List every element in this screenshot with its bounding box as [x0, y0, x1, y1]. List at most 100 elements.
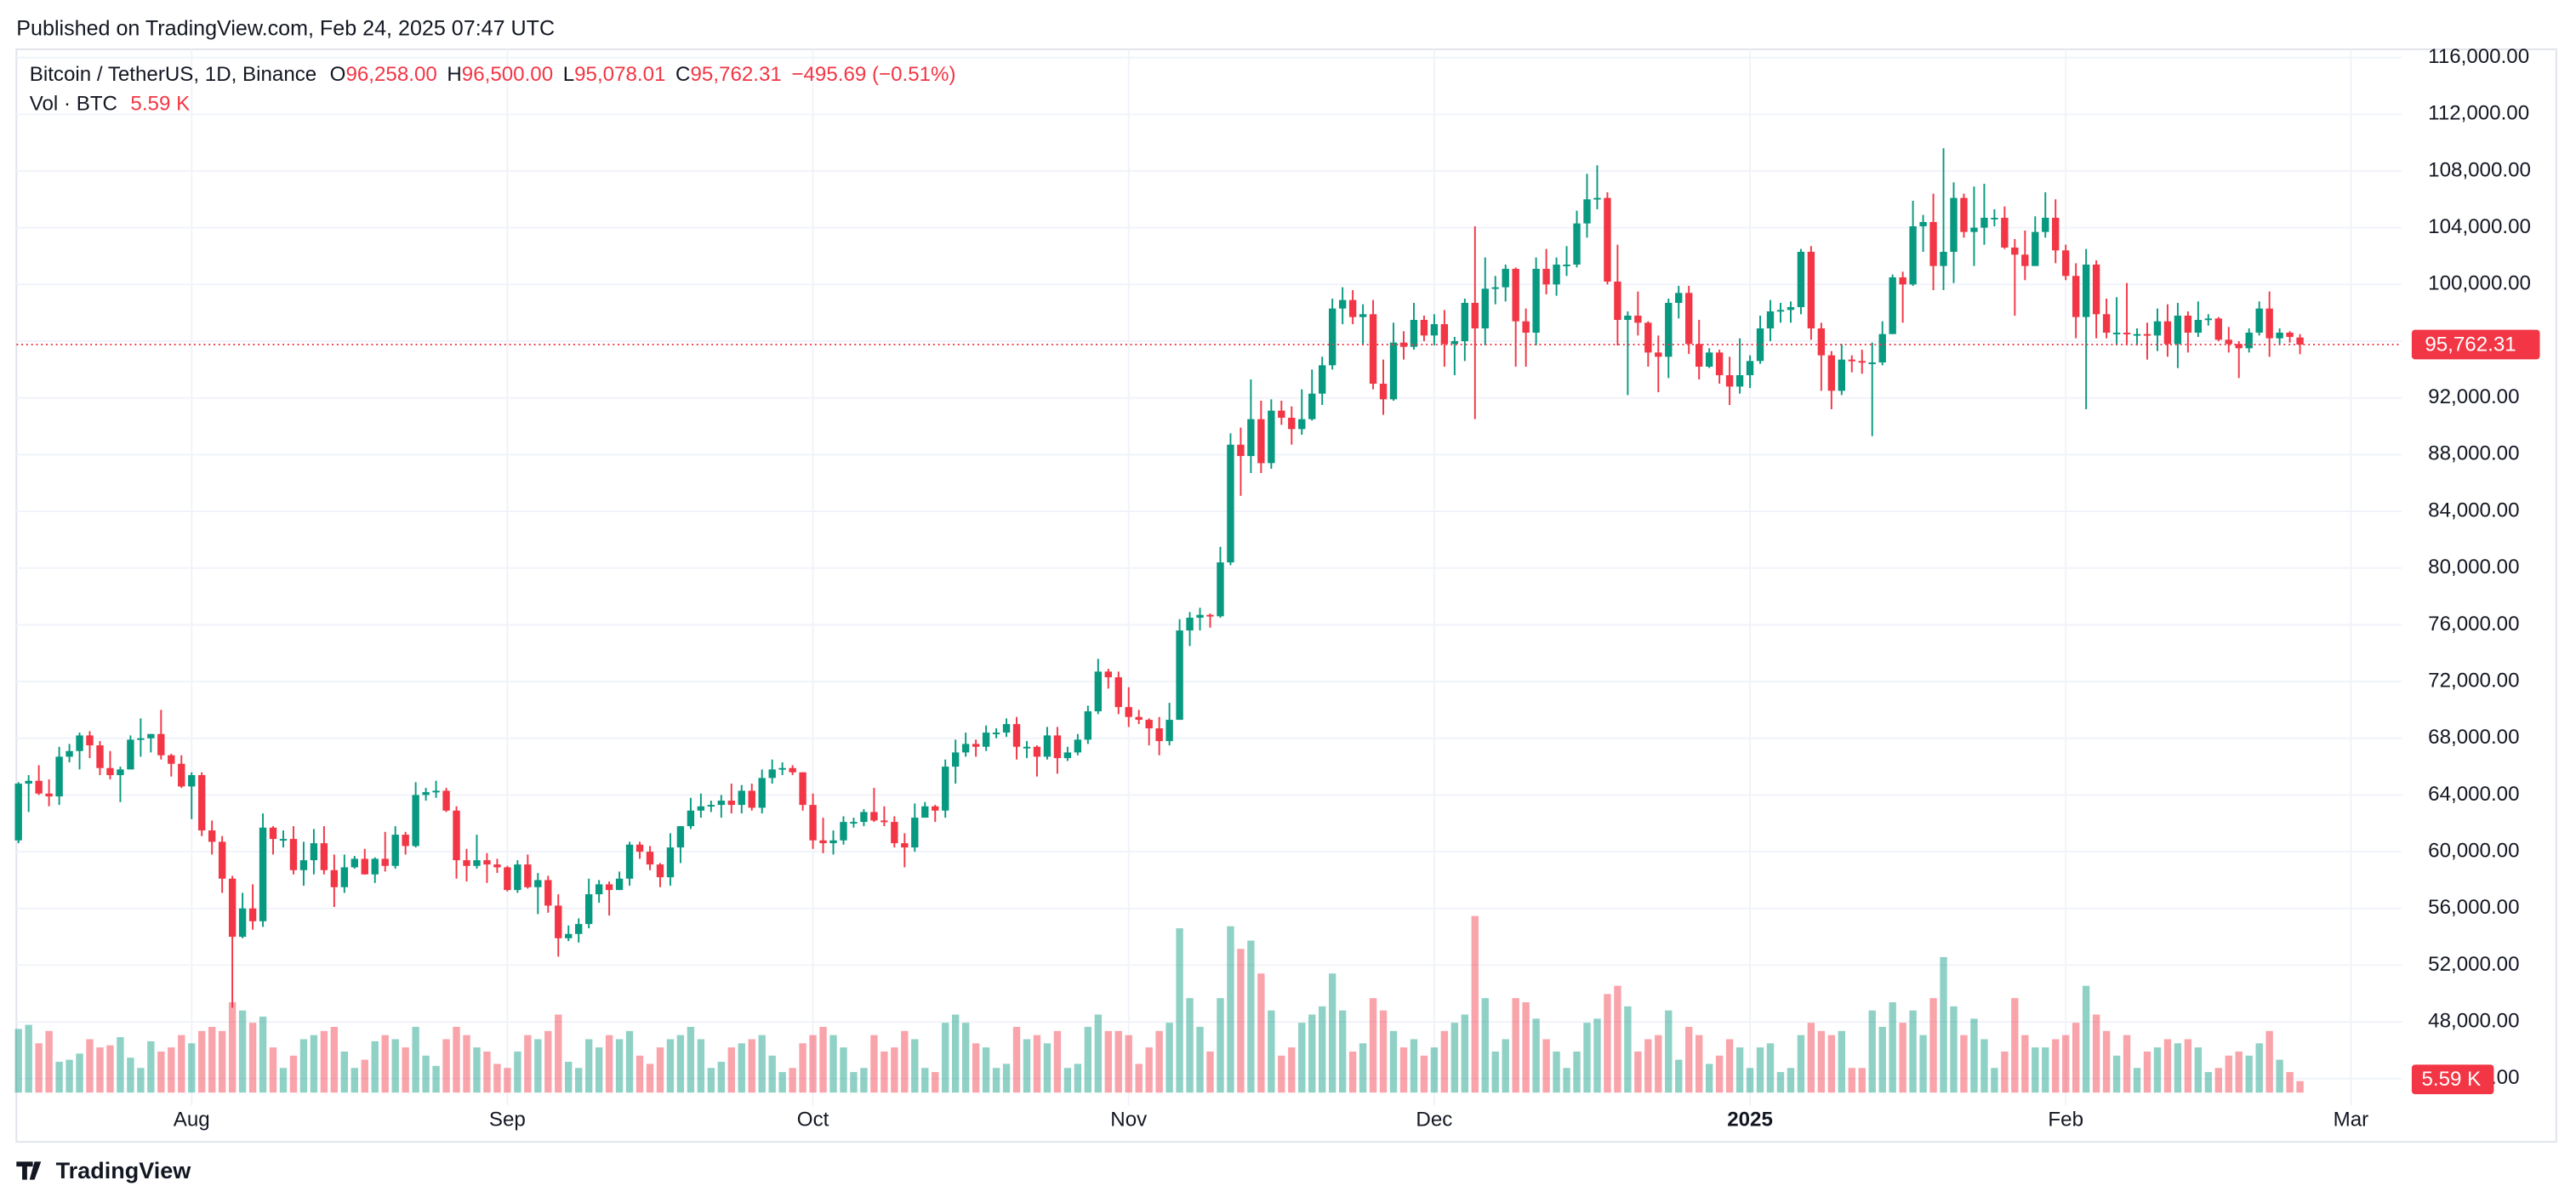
volume-bar: [1084, 1026, 1092, 1093]
volume-bar: [1604, 994, 1611, 1093]
volume-bar: [1899, 1023, 1906, 1093]
candle-body: [463, 860, 470, 866]
candle-body: [1053, 735, 1062, 759]
volume-bar: [340, 1051, 349, 1093]
volume-bar: [35, 1043, 43, 1093]
candle-body: [422, 792, 430, 795]
candle-body: [1868, 362, 1876, 364]
volume-bar: [789, 1068, 796, 1093]
candle-body: [789, 767, 796, 773]
volume-bar: [208, 1026, 216, 1093]
volume-bar: [524, 1035, 532, 1093]
candle-body: [2011, 247, 2019, 255]
candle-body: [2174, 315, 2182, 345]
volume-bar: [1135, 1063, 1143, 1093]
volume-bar: [1278, 1055, 1285, 1093]
volume-bar: [1960, 1035, 1968, 1093]
candle-body: [2276, 332, 2283, 339]
candle-body: [1502, 268, 1509, 288]
candle-body: [147, 733, 155, 738]
candle-body: [942, 767, 949, 811]
high-value: 96,500.00: [462, 63, 553, 86]
volume-bar: [493, 1063, 501, 1093]
candle-body: [676, 826, 685, 848]
volume-bar: [178, 1035, 185, 1093]
candle-body: [412, 795, 419, 847]
candle-body: [2286, 332, 2294, 337]
candle-body: [2052, 217, 2060, 251]
change-value: −495.69 (−0.51%): [791, 63, 955, 86]
volume-bar: [1247, 940, 1255, 1093]
volume-bar: [371, 1041, 379, 1093]
last-volume-box: [2411, 1064, 2494, 1095]
candle-body: [1074, 739, 1082, 753]
volume-bar: [1797, 1035, 1805, 1093]
volume-bar: [453, 1026, 460, 1093]
volume-bar: [1063, 1068, 1072, 1093]
volume-bar: [1715, 1055, 1724, 1093]
volume-bar: [1878, 1026, 1886, 1093]
volume-bar: [1420, 1055, 1428, 1093]
candle-body: [208, 830, 216, 842]
volume-bar: [881, 1051, 888, 1093]
volume-bar: [96, 1047, 104, 1093]
volume-bar: [2255, 1043, 2263, 1093]
candle-body: [555, 905, 562, 938]
volume-bar: [676, 1035, 685, 1093]
volume-bar: [1298, 1023, 1306, 1093]
candle-body: [1614, 281, 1621, 320]
volume-bar: [1614, 985, 1621, 1093]
volume-bar: [2265, 1030, 2273, 1093]
volume-bar: [1787, 1068, 1795, 1093]
volume-bar: [1868, 1010, 1876, 1093]
candle-body: [2021, 254, 2029, 266]
y-tick-label: 112,000.00: [2428, 102, 2529, 125]
candle-body: [504, 867, 511, 891]
candle-body: [188, 775, 196, 787]
volume-bar: [1399, 1047, 1408, 1093]
candle-body: [1848, 359, 1855, 362]
candle-body: [157, 733, 165, 755]
candle-body: [1410, 319, 1418, 347]
candle-body: [2072, 276, 2080, 317]
volume-bar: [1389, 1030, 1398, 1093]
volume-bar: [1573, 1051, 1581, 1093]
candle-body: [544, 880, 552, 906]
volume-bar: [1593, 1018, 1601, 1093]
volume-bar: [1461, 1014, 1469, 1093]
candle-body: [279, 839, 288, 841]
candle-body: [1114, 677, 1122, 708]
volume-bar: [1206, 1051, 1214, 1093]
volume-bar: [850, 1072, 858, 1093]
volume-bar: [320, 1030, 328, 1093]
candle-body: [137, 738, 145, 740]
volume-bar: [1542, 1039, 1550, 1093]
volume-bar: [1634, 1051, 1642, 1093]
candle-body: [1807, 251, 1815, 328]
volume-bar: [1165, 1023, 1173, 1093]
candle-body: [881, 820, 888, 823]
candle-body: [1532, 268, 1540, 333]
candle-body: [687, 810, 695, 827]
candle-body: [198, 775, 206, 831]
volume-bar: [829, 1035, 837, 1093]
candle-body: [1512, 268, 1519, 322]
candle-body: [1522, 321, 1530, 333]
candle-body: [1970, 227, 1978, 232]
volume-bar: [666, 1039, 675, 1093]
y-tick-label: 68,000.00: [2428, 726, 2519, 749]
candle-body: [1889, 277, 1896, 334]
candle-body: [656, 864, 664, 878]
x-tick-label: Mar: [2334, 1108, 2369, 1131]
volume-bar: [1369, 998, 1377, 1093]
volume-title: Vol · BTC: [30, 93, 117, 116]
candle-body: [289, 839, 298, 870]
volume-bar: [279, 1068, 288, 1093]
volume-bar: [911, 1039, 919, 1093]
candle-body: [1675, 293, 1683, 303]
candle-body: [901, 843, 909, 848]
candle-body: [2001, 217, 2009, 248]
candle-body: [1338, 299, 1347, 309]
candle-body: [758, 778, 766, 808]
volume-bar: [1624, 1006, 1632, 1093]
